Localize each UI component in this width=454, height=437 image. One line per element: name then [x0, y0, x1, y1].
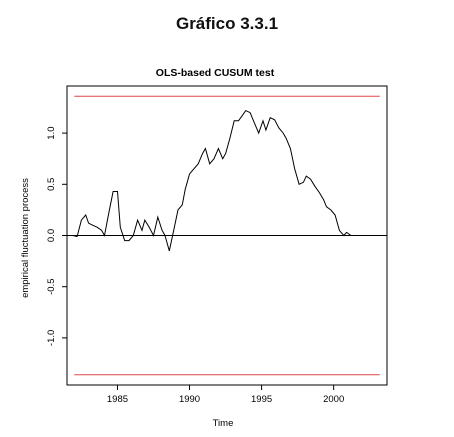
plot-area: 1985 1990 1995 2000 -1.0 -0.5 0.0 0.5 1.0	[46, 85, 388, 405]
y-tick-label: -0.5	[46, 279, 57, 295]
x-tick-label: 1985	[107, 394, 128, 405]
x-axis-label: Time	[213, 418, 234, 429]
y-tick-label: 0.5	[46, 178, 57, 191]
x-tick-label: 1995	[251, 394, 272, 405]
y-tick-label: 1.0	[46, 126, 57, 139]
figure-caption: Gráfico 3.3.1	[175, 14, 279, 33]
cusum-series-line	[72, 109, 377, 252]
x-tick-label: 2000	[323, 394, 344, 405]
y-tick-label: -1.0	[46, 330, 57, 346]
y-tick-label: 0.0	[46, 229, 57, 242]
chart-title: OLS-based CUSUM test	[156, 67, 275, 79]
x-tick-label: 1990	[179, 394, 200, 405]
y-axis-label: empirical fluctuation process	[20, 178, 31, 298]
